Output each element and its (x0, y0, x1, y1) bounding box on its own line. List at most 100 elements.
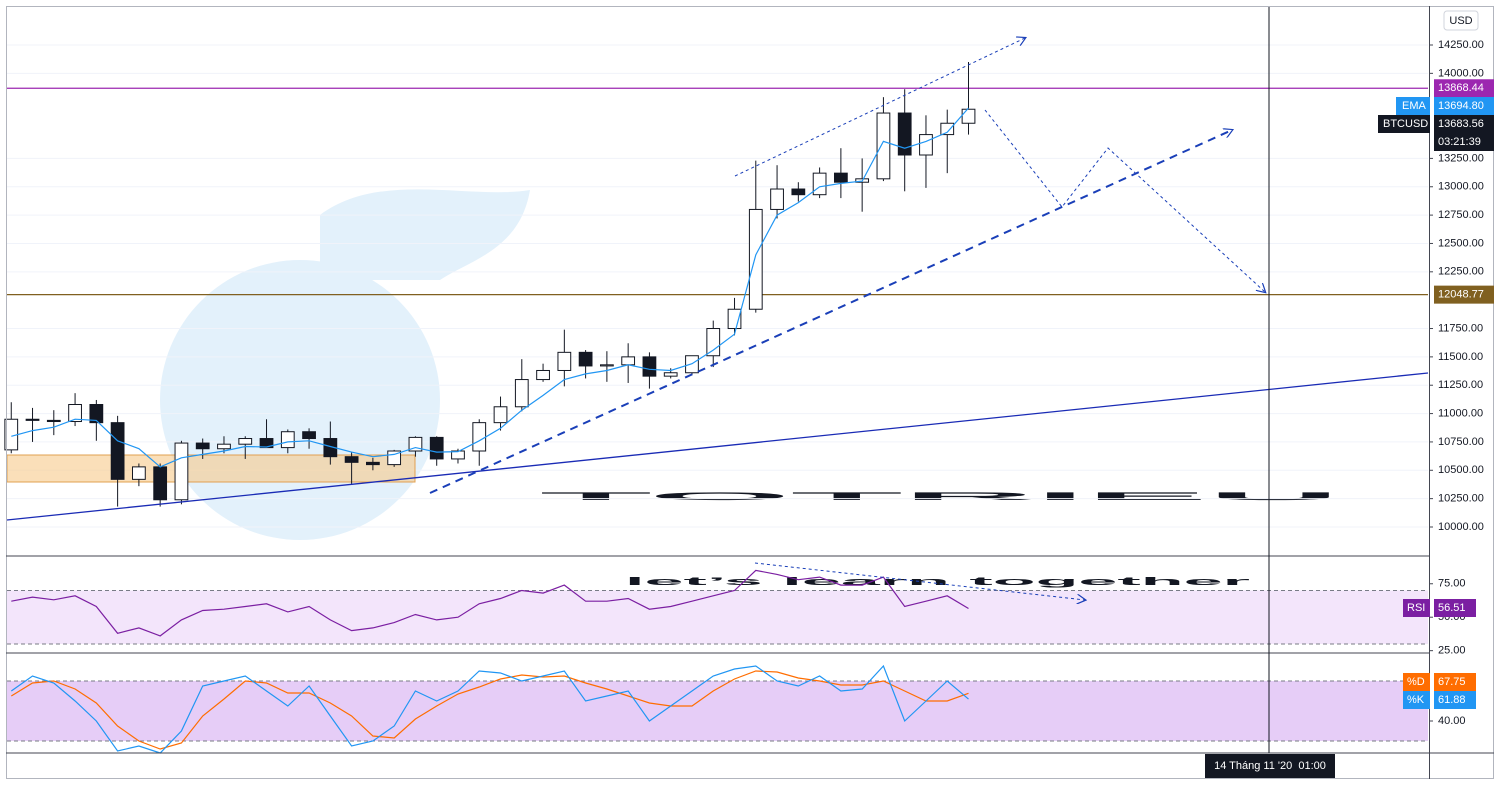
candle-body (217, 443, 231, 450)
series-last-value-box (1434, 97, 1494, 115)
series-name: RSI (1407, 602, 1425, 614)
candle-body (663, 372, 678, 377)
grid-layer (7, 44, 1428, 528)
candle-body (770, 188, 784, 210)
symbol-box (1378, 115, 1430, 133)
series-name: EMA (1402, 100, 1427, 112)
trend-line (6, 372, 1429, 521)
currency-box (1443, 10, 1479, 31)
candle-body (493, 406, 508, 424)
price-line-label-box (1434, 79, 1494, 98)
watermark-tagline: let’s learn together (625, 576, 1255, 588)
candle-body (429, 436, 444, 460)
series-name: %D (1407, 676, 1425, 688)
y-tick-label: 12500.00 (1438, 237, 1484, 249)
candle-body (919, 134, 933, 156)
candle-body (89, 404, 104, 424)
symbol: BTCUSD (1383, 118, 1428, 130)
frame (6, 6, 1494, 779)
price-line-label-box (1434, 285, 1494, 304)
countdown-box (1434, 133, 1494, 151)
y-tick-label: 25.00 (1438, 645, 1466, 657)
watermark-brand: TOTRIEU (540, 491, 1341, 503)
y-tick-label: 14000.00 (1438, 67, 1484, 79)
y-tick-label: 12250.00 (1438, 266, 1484, 278)
y-tick-label: 75.00 (1438, 578, 1466, 590)
currency: USD (1449, 15, 1472, 27)
y-tick-label: 10500.00 (1438, 464, 1484, 476)
candle-body (706, 328, 721, 357)
watermark-logo-flame (320, 189, 530, 280)
candle-body (876, 112, 891, 180)
last-price: 13683.56 (1438, 118, 1484, 130)
y-tick-label: 13250.00 (1438, 152, 1484, 164)
background-layer (7, 589, 1428, 742)
candle-body (238, 438, 253, 445)
trend-channel (429, 130, 1232, 494)
candle-body (621, 356, 636, 366)
candle-body (366, 461, 380, 466)
series-line (10, 664, 969, 754)
candle-body (132, 466, 146, 480)
candle-body (557, 351, 572, 371)
y-tick-label: 13000.00 (1438, 181, 1484, 193)
drawings (6, 38, 1429, 600)
y-tick-label: 10750.00 (1438, 436, 1484, 448)
watermark-logo (160, 260, 440, 540)
series-name-box (1403, 673, 1430, 691)
series-line (11, 107, 969, 468)
candle-body (600, 364, 614, 367)
countdown: 03:21:39 (1438, 136, 1481, 148)
candle-body (748, 208, 763, 310)
candle-body (578, 351, 593, 367)
series-last-value-box (1434, 599, 1476, 617)
series-last-value: 67.75 (1438, 676, 1466, 688)
y-tick-label: 14250.00 (1438, 39, 1484, 51)
y-tick-label: 11750.00 (1438, 322, 1483, 334)
candle-body (514, 379, 529, 408)
series-last-value-box (1434, 691, 1476, 709)
y-tick-label: 11250.00 (1438, 379, 1483, 391)
candle-body (961, 108, 976, 124)
candle-body (791, 188, 806, 196)
series-name-box (1396, 97, 1430, 115)
series-name-box (1403, 691, 1430, 709)
price-line-label: 12048.77 (1438, 289, 1484, 301)
projection-path (984, 109, 1265, 292)
candle-body (833, 172, 848, 183)
series-last-value: 61.88 (1438, 694, 1466, 706)
candle-body (46, 419, 61, 423)
candle-body (408, 436, 423, 452)
candle-body (174, 442, 189, 501)
band (7, 590, 1428, 644)
last-price-box (1434, 115, 1494, 133)
candle-body (68, 404, 82, 423)
candle-body (110, 422, 125, 480)
candle-body (344, 456, 359, 463)
candle-body (897, 112, 912, 156)
y-tick-label: 11500.00 (1438, 351, 1483, 363)
y-tick-label: 11000.00 (1438, 407, 1483, 419)
crosshair-label-box (1205, 754, 1335, 778)
candle-body (280, 431, 295, 449)
series-name-box (1403, 599, 1430, 617)
outer-border (6, 6, 1494, 779)
axis-layer: 10000.00 10250.00 10500.00 10750.00 11000.00… (1378, 39, 1494, 727)
series-name: %K (1407, 694, 1425, 706)
rsi-divergence (754, 562, 1085, 600)
candle-body (940, 122, 955, 136)
candle-body (472, 422, 487, 452)
candle-body (642, 356, 657, 377)
series-last-value: 13694.80 (1438, 100, 1484, 112)
band (7, 681, 1428, 741)
y-tick-label: 12750.00 (1438, 209, 1484, 221)
series-last-value: 56.51 (1438, 602, 1466, 614)
series-last-value-box (1434, 673, 1476, 691)
candle-body (153, 466, 168, 501)
price-line-label: 13868.44 (1438, 82, 1484, 94)
candle-body (195, 442, 210, 450)
y-tick-label: 10250.00 (1438, 493, 1484, 505)
series-line (10, 670, 969, 750)
